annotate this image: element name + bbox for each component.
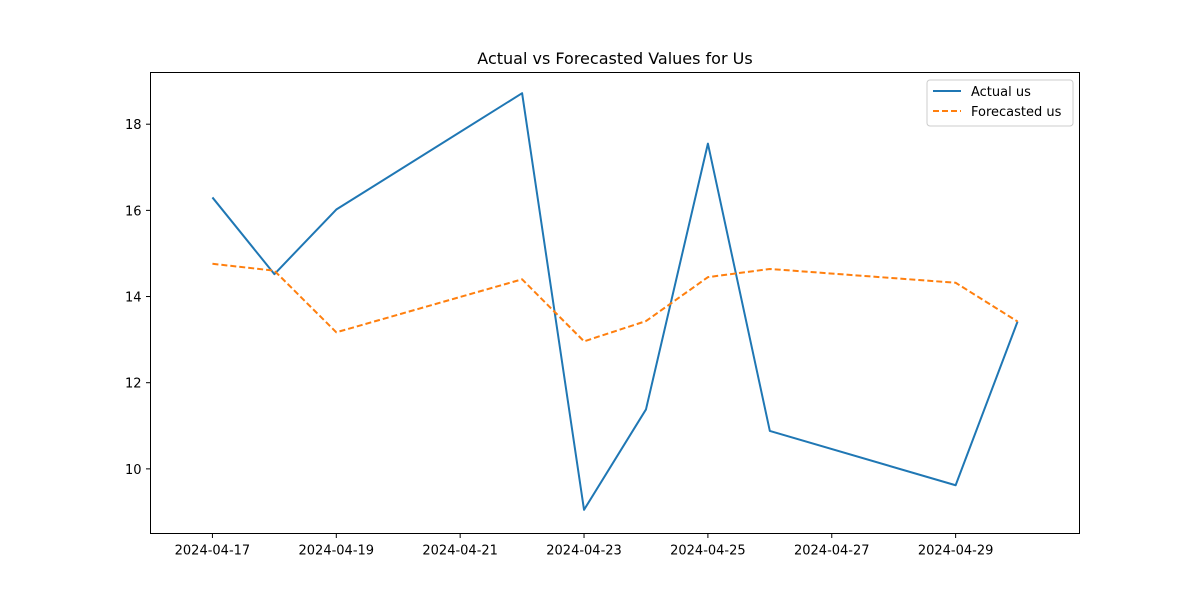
x-tick-label: 2024-04-29 (918, 544, 994, 559)
plot-area: 2024-04-17 2024-04-19 2024-04-21 2024-04-23… (125, 92, 1019, 559)
y-tick-label: 16 (125, 204, 142, 219)
series-line-actual (211, 92, 1019, 511)
chart-title: Actual vs Forecasted Values for Us (477, 49, 752, 68)
axes-frame (150, 72, 1080, 534)
y-tick-label: 18 (125, 118, 142, 133)
legend-label-forecast: Forecasted us (971, 105, 1062, 120)
x-tick-label: 2024-04-21 (422, 544, 498, 559)
legend: Actual us Forecasted us (926, 79, 1074, 127)
y-tick-label: 12 (125, 377, 142, 392)
series-line-forecast (212, 262, 1019, 343)
y-tick-label: 14 (125, 291, 142, 306)
x-tick-label: 2024-04-27 (794, 544, 870, 559)
y-tick-label: 10 (125, 463, 142, 478)
x-tick-label: 2024-04-19 (299, 544, 375, 559)
legend-label-actual: Actual us (971, 85, 1031, 100)
legend-box (926, 79, 1074, 127)
x-tick-label: 2024-04-23 (546, 544, 622, 559)
x-tick-label: 2024-04-25 (670, 544, 746, 559)
x-tick-label: 2024-04-17 (175, 544, 251, 559)
